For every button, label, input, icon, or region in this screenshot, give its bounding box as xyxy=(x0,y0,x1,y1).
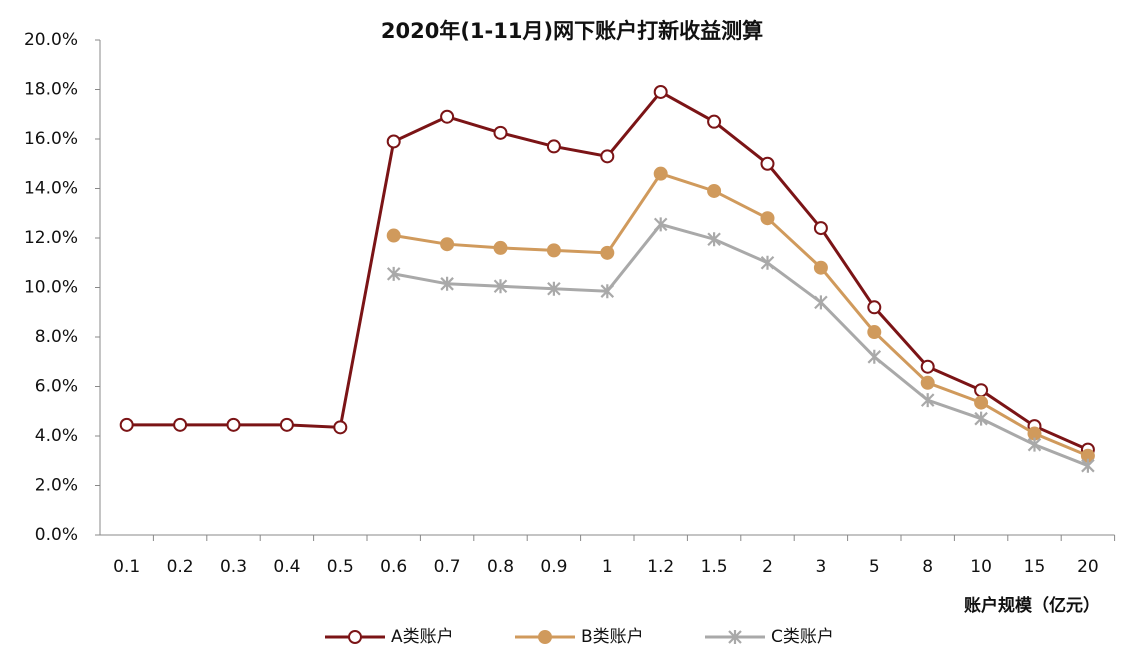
data-point xyxy=(653,84,668,99)
legend-marker xyxy=(728,630,742,644)
x-tick-label: 0.8 xyxy=(487,557,514,577)
x-tick-label: 5 xyxy=(869,557,880,577)
data-point xyxy=(546,139,561,154)
y-tick-label: 4.0% xyxy=(35,426,78,446)
data-point xyxy=(867,300,882,315)
legend-label: A类账户 xyxy=(391,627,454,647)
x-tick-label: 20 xyxy=(1077,557,1099,577)
data-point xyxy=(707,232,721,247)
y-tick-label: 14.0% xyxy=(24,179,78,199)
data-point xyxy=(600,149,615,164)
x-tick-label: 0.6 xyxy=(380,557,407,577)
data-point xyxy=(867,349,882,364)
series-line xyxy=(126,90,1089,451)
data-point xyxy=(440,109,455,124)
x-tick-label: 0.9 xyxy=(540,557,567,577)
x-tick-label: 10 xyxy=(970,557,992,577)
legend-label: B类账户 xyxy=(581,627,644,647)
x-tick-label: 2 xyxy=(762,557,773,577)
data-point xyxy=(173,417,188,432)
y-tick-label: 8.0% xyxy=(35,327,78,347)
data-point xyxy=(867,325,882,340)
x-tick-label: 0.5 xyxy=(327,557,354,577)
data-point xyxy=(760,156,775,171)
x-tick-label: 15 xyxy=(1024,557,1046,577)
data-point xyxy=(440,237,455,252)
data-point xyxy=(813,260,828,275)
data-point xyxy=(386,266,401,281)
data-point xyxy=(920,375,935,390)
legend-label: C类账户 xyxy=(771,627,834,647)
data-point xyxy=(279,417,294,432)
y-tick-label: 12.0% xyxy=(24,228,78,248)
y-tick-label: 20.0% xyxy=(24,30,78,50)
chart-title: 2020年(1-11月)网下账户打新收益测算 xyxy=(381,19,763,43)
x-tick-label: 0.3 xyxy=(220,557,247,577)
data-point xyxy=(707,183,722,198)
legend-marker xyxy=(348,630,362,644)
data-point xyxy=(974,395,989,410)
data-point xyxy=(974,411,988,426)
x-tick-label: 1.2 xyxy=(647,557,674,577)
data-point xyxy=(760,255,775,270)
data-point xyxy=(600,284,615,299)
y-tick-label: 0.0% xyxy=(35,525,78,545)
y-tick-label: 16.0% xyxy=(24,129,78,149)
data-point xyxy=(440,276,454,291)
x-tick-label: 8 xyxy=(922,557,933,577)
x-tick-label: 0.2 xyxy=(167,557,194,577)
x-tick-label: 3 xyxy=(815,557,826,577)
series-line xyxy=(393,222,1089,468)
x-tick-label: 1 xyxy=(602,557,613,577)
data-point xyxy=(974,383,989,398)
data-point xyxy=(920,393,935,408)
data-point xyxy=(920,359,935,374)
data-point xyxy=(653,217,668,232)
data-point xyxy=(653,166,668,181)
data-point xyxy=(226,417,241,432)
data-point xyxy=(546,243,561,258)
data-point xyxy=(814,295,828,310)
x-tick-label: 0.1 xyxy=(113,557,140,577)
data-point xyxy=(600,245,615,260)
data-point xyxy=(119,417,134,432)
x-tick-label: 1.5 xyxy=(701,557,728,577)
data-point xyxy=(1027,437,1042,452)
legend-marker xyxy=(538,630,552,644)
data-point xyxy=(547,281,561,296)
x-tick-label: 0.4 xyxy=(273,557,300,577)
data-point xyxy=(760,211,775,226)
y-tick-label: 10.0% xyxy=(24,278,78,298)
x-tick-label: 0.7 xyxy=(434,557,461,577)
data-point xyxy=(333,420,348,435)
y-tick-label: 6.0% xyxy=(35,377,78,397)
y-tick-label: 18.0% xyxy=(24,80,78,100)
data-point xyxy=(493,279,508,294)
series-line xyxy=(393,171,1089,458)
data-point xyxy=(813,221,828,236)
y-tick-label: 2.0% xyxy=(35,476,78,496)
x-axis-label: 账户规模（亿元） xyxy=(964,595,1100,616)
data-point xyxy=(493,240,508,255)
data-point xyxy=(386,228,401,243)
data-point xyxy=(493,125,508,140)
data-point xyxy=(386,134,401,149)
data-point xyxy=(707,114,722,129)
data-point xyxy=(1081,458,1095,473)
